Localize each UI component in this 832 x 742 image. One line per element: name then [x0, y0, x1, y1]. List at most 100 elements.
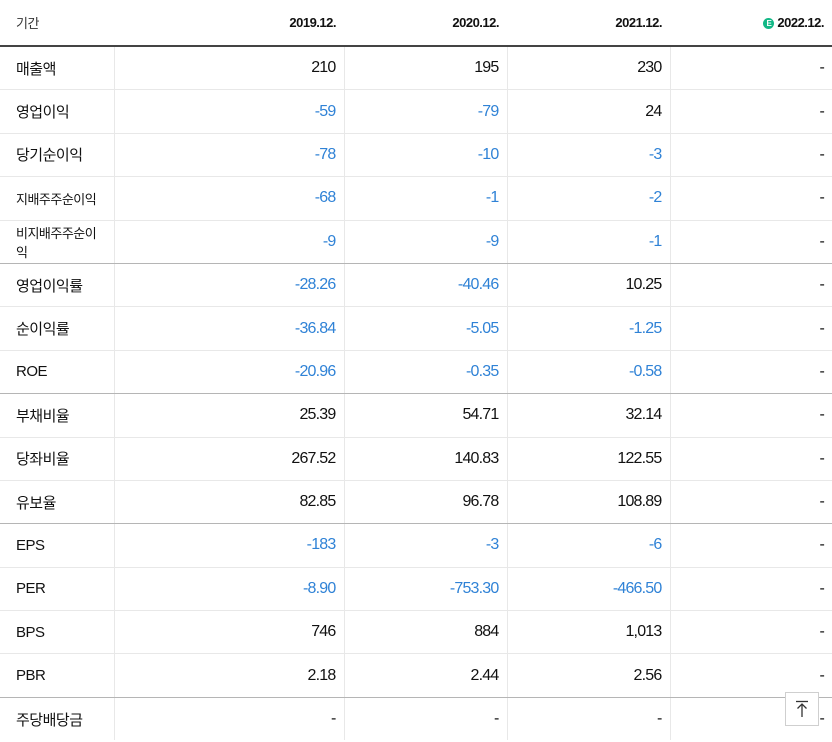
row-label: 유보율: [0, 480, 114, 525]
value-cell: -2: [506, 176, 670, 221]
row-label: 영업이익률: [0, 263, 114, 308]
value-cell: -183: [113, 523, 344, 568]
table-row: PER -8.90 -753.30 -466.50-: [0, 567, 832, 612]
row-label: PBR: [0, 653, 114, 698]
arrow-up-to-top-icon: [796, 700, 808, 717]
value-cell: -0.35: [343, 350, 507, 395]
row-label: 비지배주주순이익: [0, 220, 114, 264]
value-cell: -: [669, 133, 832, 178]
value-cell: -36.84: [113, 306, 344, 351]
value-cell: -: [669, 46, 832, 91]
scroll-to-top-button[interactable]: [785, 692, 819, 726]
row-label: 당좌비율: [0, 437, 114, 481]
value-cell: -: [669, 306, 832, 351]
row-label: 영업이익: [0, 89, 114, 134]
value-cell: -79: [343, 89, 507, 134]
table-row: PBR 2.18 2.44 2.56-: [0, 653, 832, 698]
value-cell: -466.50: [506, 567, 670, 612]
value-cell: -: [669, 89, 832, 134]
value-cell: -20.96: [113, 350, 344, 395]
table-row: 당좌비율 267.52 140.83 122.55-: [0, 437, 832, 481]
value-cell: -28.26: [113, 263, 344, 308]
value-cell: 267.52: [113, 437, 344, 481]
period-label-header: 기간: [0, 0, 114, 47]
period-header-label: 2022.12.: [777, 15, 824, 30]
value-cell: -: [669, 220, 832, 264]
table-row: BPS 746 884 1,013-: [0, 610, 832, 655]
period-header-estimate: E 2022.12.: [670, 0, 832, 47]
value-cell: 210: [113, 46, 344, 91]
table-row: 순이익률 -36.84 -5.05 -1.25-: [0, 306, 832, 351]
value-cell: -6: [506, 523, 670, 568]
value-cell: 230: [506, 46, 670, 91]
value-cell: 746: [113, 610, 344, 655]
row-label: 주당배당금: [16, 711, 83, 729]
value-cell: -: [669, 523, 832, 568]
value-cell: -1: [343, 176, 507, 221]
value-cell: 108.89: [506, 480, 670, 525]
row-label: 순이익률: [0, 306, 114, 351]
table-row: EPS -183 -3 -6-: [0, 523, 832, 568]
value-cell: -8.90: [113, 567, 344, 612]
value-cell: -753.30: [343, 567, 507, 612]
value-cell: -1: [506, 220, 670, 264]
value-cell: -: [113, 697, 344, 741]
value-cell: -40.46: [343, 263, 507, 308]
value-cell: -: [669, 393, 832, 438]
value-cell: -9: [113, 220, 344, 264]
table-row: 영업이익 -59 -79 24-: [0, 89, 832, 134]
value-cell: 82.85: [113, 480, 344, 525]
row-label: 부채비율: [0, 393, 114, 438]
row-label: 당기순이익: [0, 133, 114, 178]
value-cell: 122.55: [506, 437, 670, 481]
row-label: 매출액: [0, 46, 114, 91]
value-cell: 140.83: [343, 437, 507, 481]
table-row: 지배주주순이익 -68 -1 -2-: [0, 176, 832, 221]
table-row: 비지배주주순이익 -9 -9 -1-: [0, 220, 832, 264]
value-cell: -78: [113, 133, 344, 178]
value-cell: 2.56: [506, 653, 670, 698]
value-cell: 10.25: [506, 263, 670, 308]
value-cell: 2.18: [113, 653, 344, 698]
value-cell: -9: [343, 220, 507, 264]
value-cell: -3: [343, 523, 507, 568]
period-header: 2021.12.: [507, 0, 670, 47]
value-cell: 884: [343, 610, 507, 655]
value-cell: -10: [343, 133, 507, 178]
row-label: PER: [0, 567, 114, 612]
value-cell: -0.58: [506, 350, 670, 395]
table-row: 주당배당금 - - - -: [0, 697, 832, 741]
value-cell: 25.39: [113, 393, 344, 438]
value-cell: 32.14: [506, 393, 670, 438]
value-cell: -: [669, 263, 832, 308]
period-header: 2020.12.: [344, 0, 507, 47]
value-cell: -5.05: [343, 306, 507, 351]
value-cell: 1,013: [506, 610, 670, 655]
value-cell: -3: [506, 133, 670, 178]
row-label: ROE: [0, 350, 114, 395]
value-cell: -: [669, 176, 832, 221]
value-cell: 54.71: [343, 393, 507, 438]
value-cell: -: [669, 653, 832, 698]
value-cell: -: [669, 480, 832, 525]
value-cell: -: [343, 697, 507, 741]
table-row: ROE -20.96 -0.35 -0.58-: [0, 350, 832, 395]
table-row: 매출액 210 195 230-: [0, 46, 832, 91]
value-cell: 2.44: [343, 653, 507, 698]
table-row: 유보율 82.85 96.78 108.89-: [0, 480, 832, 525]
value-cell: 24: [506, 89, 670, 134]
value-cell: 195: [343, 46, 507, 91]
period-header: 2019.12.: [114, 0, 344, 47]
row-label: EPS: [0, 523, 114, 568]
value-cell: -: [669, 350, 832, 395]
table-row: 당기순이익 -78 -10 -3-: [0, 133, 832, 178]
value-cell: -: [506, 697, 670, 741]
value-cell: -59: [113, 89, 344, 134]
value-cell: -: [669, 610, 832, 655]
row-label: 지배주주순이익: [0, 176, 114, 221]
value-cell: -: [669, 567, 832, 612]
row-label: BPS: [0, 610, 114, 655]
value-cell: -68: [113, 176, 344, 221]
